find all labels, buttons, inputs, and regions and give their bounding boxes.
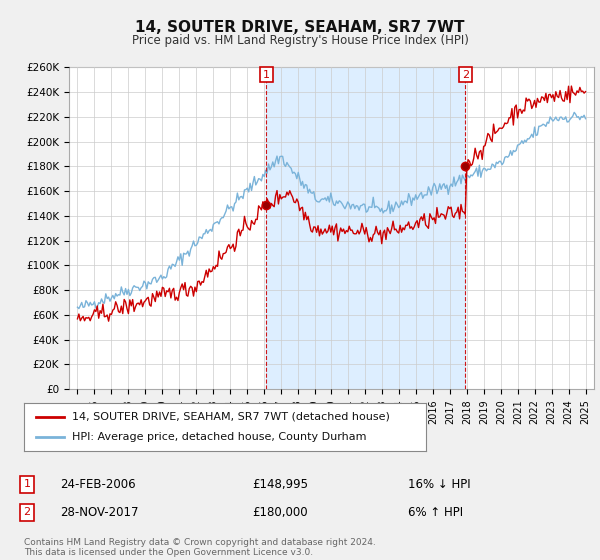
Text: 6% ↑ HPI: 6% ↑ HPI bbox=[408, 506, 463, 519]
Text: 28-NOV-2017: 28-NOV-2017 bbox=[60, 506, 139, 519]
Text: 1: 1 bbox=[263, 69, 270, 80]
Text: 14, SOUTER DRIVE, SEAHAM, SR7 7WT (detached house): 14, SOUTER DRIVE, SEAHAM, SR7 7WT (detac… bbox=[72, 412, 390, 422]
Text: 1: 1 bbox=[23, 479, 31, 489]
Text: 16% ↓ HPI: 16% ↓ HPI bbox=[408, 478, 470, 491]
Text: 14, SOUTER DRIVE, SEAHAM, SR7 7WT: 14, SOUTER DRIVE, SEAHAM, SR7 7WT bbox=[135, 20, 465, 35]
Text: HPI: Average price, detached house, County Durham: HPI: Average price, detached house, Coun… bbox=[72, 432, 367, 442]
Text: 2: 2 bbox=[462, 69, 469, 80]
Text: £180,000: £180,000 bbox=[252, 506, 308, 519]
Text: 24-FEB-2006: 24-FEB-2006 bbox=[60, 478, 136, 491]
Bar bbox=[266, 67, 465, 389]
Text: Price paid vs. HM Land Registry's House Price Index (HPI): Price paid vs. HM Land Registry's House … bbox=[131, 34, 469, 46]
Text: 2: 2 bbox=[23, 507, 31, 517]
Text: £148,995: £148,995 bbox=[252, 478, 308, 491]
Text: Contains HM Land Registry data © Crown copyright and database right 2024.
This d: Contains HM Land Registry data © Crown c… bbox=[24, 538, 376, 557]
